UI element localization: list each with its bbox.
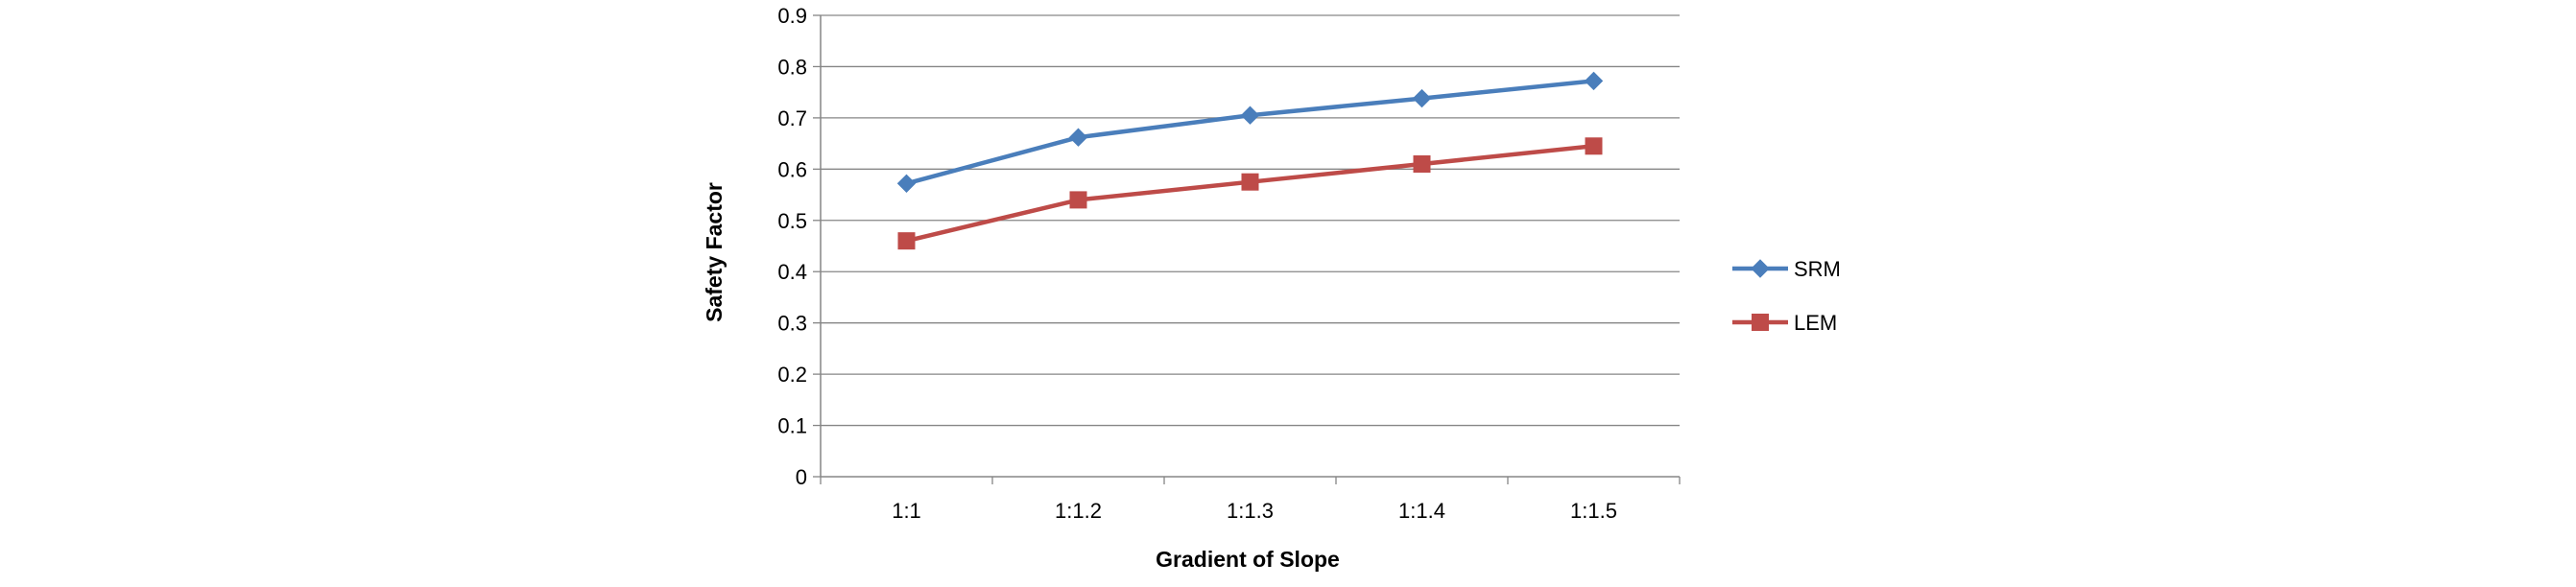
y-axis-label: Safety Factor xyxy=(702,182,727,322)
x-tick-labels: 1:1 1:1.2 1:1.3 1:1.4 1:1.5 xyxy=(892,499,1617,523)
legend-marker xyxy=(1751,259,1770,278)
series-srm xyxy=(896,71,1604,194)
y-tick-label: 0.5 xyxy=(777,209,807,233)
x-tick-label: 1:1.3 xyxy=(1227,499,1274,523)
x-axis-label: Gradient of Slope xyxy=(1156,547,1340,572)
series-lem xyxy=(897,137,1603,250)
gridlines xyxy=(821,14,1680,427)
y-tick-label: 0.7 xyxy=(777,106,807,130)
y-tick-label: 0.9 xyxy=(777,4,807,28)
y-tick-label: 0.2 xyxy=(777,363,807,387)
legend-entry-srm: SRM xyxy=(1732,257,1841,281)
legend: SRM LEM xyxy=(1732,257,1841,335)
data-point xyxy=(1585,137,1603,155)
y-tick-label: 0.4 xyxy=(777,260,807,284)
y-tick-labels: 0 0.1 0.2 0.3 0.4 0.5 0.6 0.7 0.8 0.9 xyxy=(777,4,807,489)
data-point xyxy=(897,232,916,250)
x-tick-label: 1:1 xyxy=(892,499,921,523)
x-tick-label: 1:1.2 xyxy=(1055,499,1102,523)
y-tick-label: 0.6 xyxy=(777,157,807,181)
legend-entry-lem: LEM xyxy=(1732,311,1837,335)
y-tick-label: 0.3 xyxy=(777,312,807,336)
y-tick-label: 0.8 xyxy=(777,55,807,79)
legend-label: LEM xyxy=(1794,311,1837,335)
y-tick-label: 0.1 xyxy=(777,414,807,438)
data-point xyxy=(1412,88,1432,108)
series-line xyxy=(905,79,1594,186)
series-line xyxy=(905,144,1594,244)
legend-marker xyxy=(1752,314,1769,331)
data-point xyxy=(1413,154,1431,173)
data-point xyxy=(1240,106,1260,125)
data-point xyxy=(1584,71,1604,91)
data-point xyxy=(896,174,917,194)
data-point xyxy=(1241,173,1259,191)
data-point xyxy=(1068,128,1088,147)
x-tick-label: 1:1.5 xyxy=(1570,499,1617,523)
data-point xyxy=(1069,191,1087,209)
legend-label: SRM xyxy=(1794,257,1841,281)
x-tick-label: 1:1.4 xyxy=(1398,499,1445,523)
series xyxy=(896,71,1604,250)
axes xyxy=(813,14,1681,484)
y-tick-label: 0 xyxy=(796,465,807,489)
